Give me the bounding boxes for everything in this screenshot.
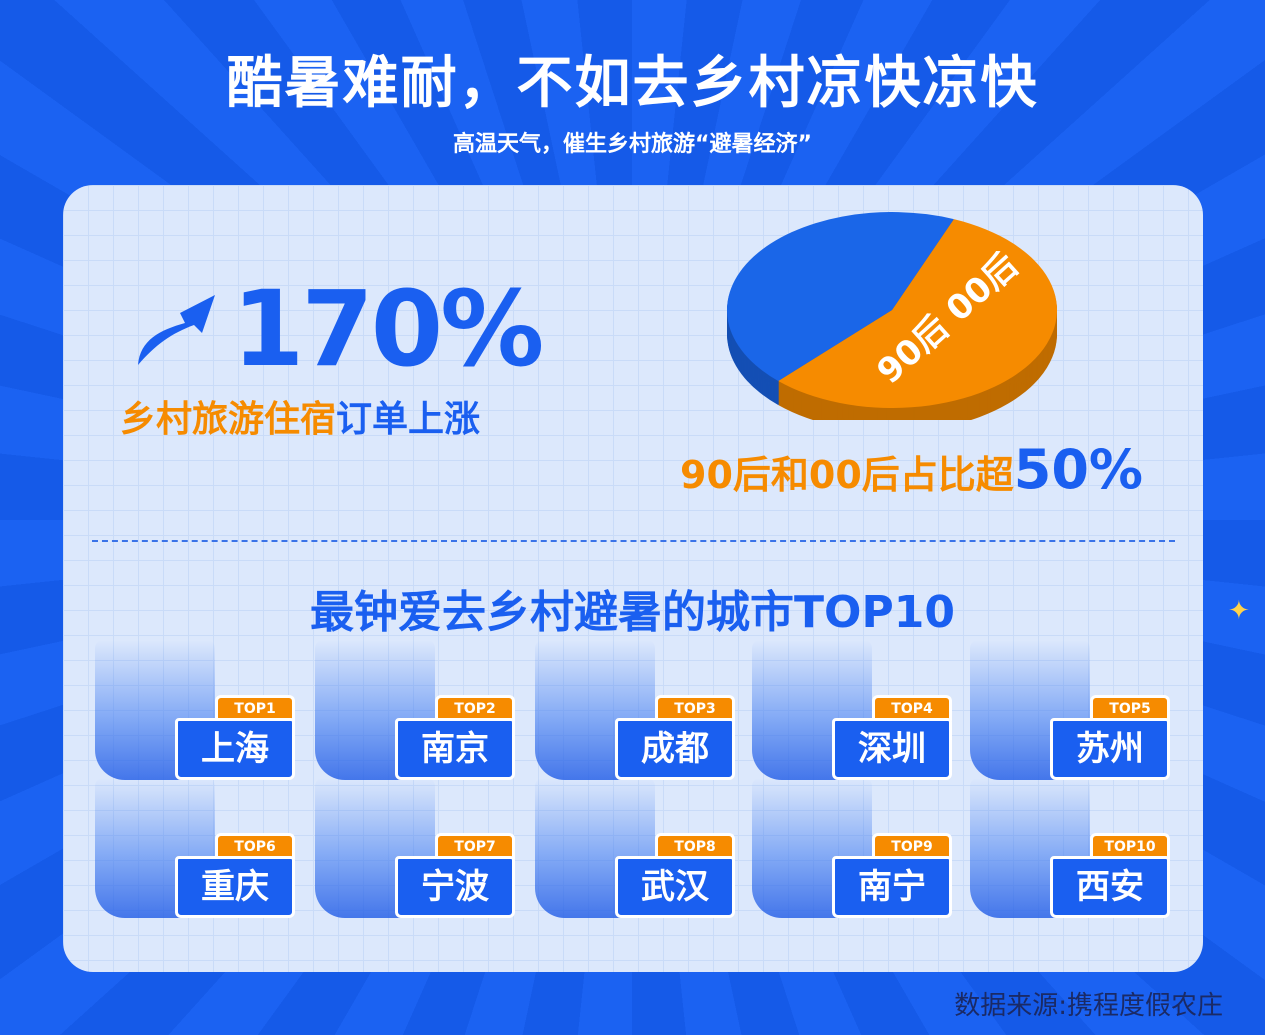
city-card: TOP1 上海	[95, 640, 295, 785]
city-name: 上海	[175, 718, 295, 780]
city-name: 南京	[395, 718, 515, 780]
age-share-label: 90后和00后占比超	[680, 453, 1014, 497]
orders-growth-label: 乡村旅游住宿订单上涨	[120, 390, 480, 442]
city-name: 重庆	[175, 856, 295, 918]
divider	[92, 540, 1175, 542]
age-share-pie-chart: 90后 00后	[727, 211, 1057, 420]
city-name: 宁波	[395, 856, 515, 918]
city-card: TOP2 南京	[315, 640, 515, 785]
label-blue: 订单上涨	[336, 399, 481, 440]
rank-tag: TOP9	[872, 833, 952, 859]
orders-growth-value: 170%	[232, 268, 544, 390]
age-share-stat: 90后和00后占比超50%	[680, 438, 1143, 501]
label-orange: 乡村旅游住宿	[120, 399, 337, 440]
rank-tag: TOP10	[1090, 833, 1170, 859]
data-source: 数据来源:携程度假农庄	[954, 991, 1223, 1021]
city-card: TOP4 深圳	[752, 640, 952, 785]
city-name: 苏州	[1050, 718, 1170, 780]
city-name: 西安	[1050, 856, 1170, 918]
rank-tag: TOP7	[435, 833, 515, 859]
rank-tag: TOP1	[215, 695, 295, 721]
rank-tag: TOP6	[215, 833, 295, 859]
city-card: TOP10 西安	[970, 778, 1170, 923]
rank-tag: TOP2	[435, 695, 515, 721]
rank-tag: TOP5	[1090, 695, 1170, 721]
rank-tag: TOP3	[655, 695, 735, 721]
sparkle-icon: ✦	[1228, 596, 1250, 626]
city-name: 深圳	[832, 718, 952, 780]
age-share-value: 50%	[1013, 438, 1144, 501]
city-name: 武汉	[615, 856, 735, 918]
pie-slice	[727, 211, 954, 381]
city-name: 成都	[615, 718, 735, 780]
page-title: 酷暑难耐，不如去乡村凉快凉快	[226, 51, 1039, 116]
city-name: 南宁	[832, 856, 952, 918]
city-card: TOP3 成都	[535, 640, 735, 785]
trend-up-arrow-icon	[138, 295, 215, 365]
rank-tag: TOP8	[655, 833, 735, 859]
ranking-heading: 最钟爱去乡村避暑的城市TOP10	[310, 587, 955, 638]
rank-tag: TOP4	[872, 695, 952, 721]
city-card: TOP6 重庆	[95, 778, 295, 923]
city-card: TOP9 南宁	[752, 778, 952, 923]
pie-slice	[778, 219, 1057, 408]
city-card: TOP8 武汉	[535, 778, 735, 923]
page-subtitle: 高温天气，催生乡村旅游“避暑经济”	[453, 132, 812, 157]
city-card: TOP5 苏州	[970, 640, 1170, 785]
city-card: TOP7 宁波	[315, 778, 515, 923]
